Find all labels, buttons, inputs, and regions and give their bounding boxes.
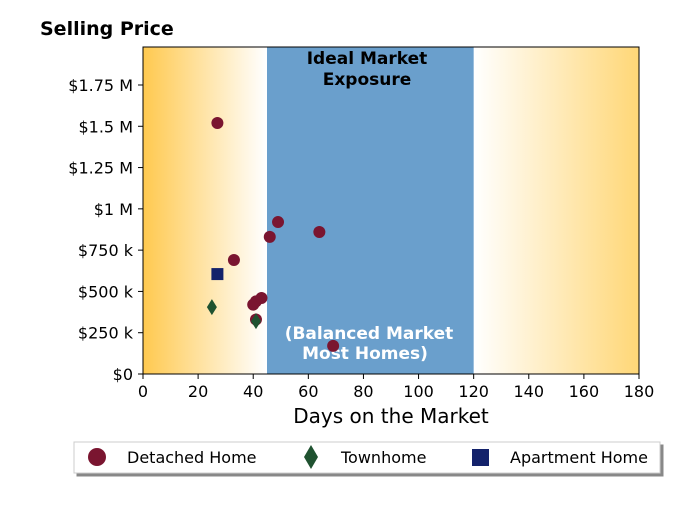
chart-title: Selling Price (40, 18, 174, 40)
background-left-gradient (143, 47, 266, 374)
legend-box (73, 441, 661, 474)
markers-layer (206, 116, 340, 352)
y-tick-label: $250 k (78, 324, 134, 343)
y-tick-label: $1.25 M (68, 159, 133, 178)
x-tick-label: 60 (298, 382, 318, 401)
x-tick-label: 160 (569, 382, 600, 401)
y-tick-label: $750 k (78, 241, 134, 260)
legend-label-apartment-home: Apartment Home (510, 448, 648, 467)
y-tick-label: $500 k (78, 282, 134, 301)
point-detached-home (263, 230, 276, 243)
x-tick-label: 0 (138, 382, 148, 401)
point-detached-home (211, 116, 224, 129)
x-tick-label: 140 (514, 382, 545, 401)
point-detached-home (227, 254, 240, 267)
annotation-ideal-exposure-line1: Ideal Market (307, 49, 428, 69)
annotation-balanced-market-line1: (Balanced Market (285, 324, 454, 344)
x-tick-label: 20 (188, 382, 208, 401)
x-tick-label: 80 (353, 382, 373, 401)
x-axis-label: Days on the Market (293, 404, 489, 428)
x-tick-label: 180 (624, 382, 655, 401)
legend-label-townhome: Townhome (340, 448, 426, 467)
legend-label-detached-home: Detached Home (127, 448, 257, 467)
y-tick-label: $1.75 M (68, 76, 133, 95)
annotation-balanced-market-line2: Most Homes) (302, 344, 428, 364)
x-tick-label: 100 (403, 382, 434, 401)
y-axis: $0 $250 k $500 k $750 k $1 M $1.25 M $1.5 M $1.… (68, 76, 143, 384)
x-tick-label: 120 (458, 382, 489, 401)
point-detached-home (272, 216, 285, 229)
y-tick-label: $1.5 M (78, 117, 133, 136)
legend-marker-apartment-home (472, 449, 489, 466)
point-detached-home (313, 225, 326, 238)
y-tick-label: $0 (113, 365, 133, 384)
background-right-gradient (474, 47, 639, 374)
legend: Detached Home Townhome Apartment Home (73, 441, 661, 474)
x-tick-label: 40 (243, 382, 263, 401)
legend-marker-detached-home (88, 448, 106, 466)
legend-marker-townhome (304, 445, 318, 469)
point-townhome (206, 299, 217, 316)
point-apartment-home (211, 268, 224, 281)
point-townhome (250, 313, 261, 330)
point-detached-home (327, 339, 340, 352)
x-axis: 0 20 40 60 80 100 120 140 160 180 (138, 374, 654, 401)
y-tick-label: $1 M (94, 200, 133, 219)
ideal-exposure-band (267, 47, 474, 374)
annotation-ideal-exposure-line2: Exposure (323, 70, 412, 90)
point-detached-home (255, 292, 268, 305)
plot-frame (142, 46, 640, 375)
